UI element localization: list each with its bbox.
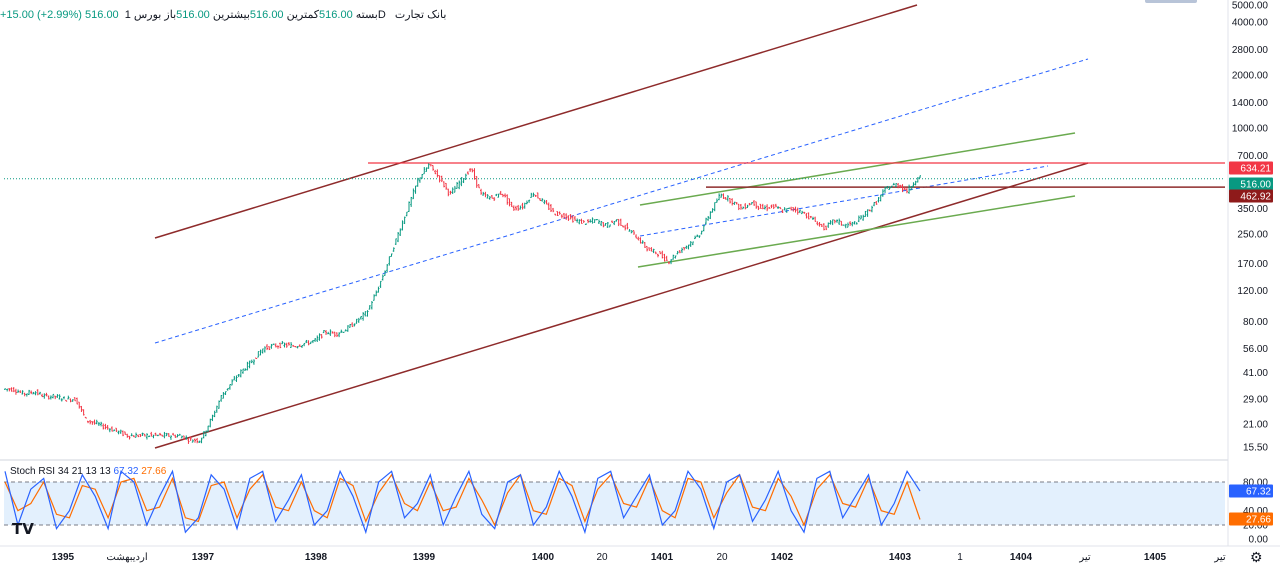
price-tick-label: 15.50 — [1243, 443, 1268, 454]
osc-value-tag — [1229, 512, 1273, 526]
price-tick-label: 5000.00 — [1232, 1, 1269, 12]
price-tick-label: 700.00 — [1237, 151, 1268, 162]
gear-icon[interactable]: ⚙ — [1250, 549, 1263, 565]
price-tick-label: 56.00 — [1243, 344, 1268, 355]
oscillator-name[interactable]: Stoch RSI — [10, 466, 56, 477]
time-tick-label: اردیبهشت — [106, 552, 147, 563]
oscillator-param: 13 — [85, 466, 97, 477]
price-label-tag — [1229, 189, 1273, 203]
time-tick-label: 1402 — [771, 552, 794, 563]
price-tick-label: 350.00 — [1237, 204, 1268, 215]
oscillator-legend: Stoch RSI 34 21 13 13 67.32 27.66 — [10, 466, 166, 477]
tradingview-logo-icon[interactable]: 𝗧𝗩 — [12, 521, 34, 538]
osc-tick-label: 40.00 — [1243, 506, 1268, 517]
stoch-k-line — [4, 469, 921, 535]
time-tick-label: 1405 — [1144, 552, 1167, 563]
price-tick-label: 21.00 — [1243, 419, 1268, 430]
high-value: 516.00 — [249, 9, 284, 21]
d-value: 27.66 — [141, 466, 167, 477]
time-tick-label: 1400 — [532, 552, 555, 563]
stoch-d-line — [4, 473, 921, 527]
interval-label[interactable]: 1D — [124, 9, 386, 21]
oscillator-param: 21 — [71, 466, 83, 477]
price-tick-label: 2800.00 — [1232, 45, 1269, 56]
osc-value-text: 27.66 — [1246, 515, 1271, 526]
open-value: 516.00 — [176, 9, 210, 21]
close-label: بسته — [355, 9, 378, 21]
osc-tick-label: 20.00 — [1243, 521, 1268, 532]
time-tick-label: 1404 — [1010, 552, 1033, 563]
price-tick-label: 4000.00 — [1232, 18, 1269, 29]
osc-value-text: 67.32 — [1246, 487, 1271, 498]
time-tick-label: 1 — [957, 552, 963, 563]
time-tick-label: 20 — [716, 552, 728, 563]
price-tick-label: 1000.00 — [1232, 124, 1269, 135]
price-tick-label: 2000.00 — [1232, 71, 1269, 82]
green-channel-lower — [637, 195, 1076, 268]
time-tick-label: 1395 — [52, 552, 75, 563]
price-tick-label: 29.00 — [1243, 395, 1268, 406]
price-label-tag — [1229, 177, 1273, 191]
inner-dashed-line — [639, 165, 1049, 237]
time-tick-label: 20 — [596, 552, 608, 563]
legend-header: +15.00 (+2.99%) 516.00 بسته 516.00کمترین … — [0, 8, 446, 21]
exchange-label: بورس — [133, 9, 162, 21]
low-value: 516.00 — [319, 9, 353, 21]
price-label-tag — [1229, 161, 1273, 175]
price-label-text: 462.92 — [1240, 192, 1271, 203]
close-value: 516.00 — [85, 9, 119, 21]
top-toolbar-button[interactable] — [1145, 0, 1197, 3]
price-tick-label: 120.00 — [1237, 286, 1268, 297]
time-tick-label: 1401 — [651, 552, 674, 563]
open-label: باز — [164, 9, 177, 21]
osc-tick-label: 80.00 — [1243, 478, 1268, 489]
time-tick-label: 1403 — [889, 552, 912, 563]
price-tick-label: 250.00 — [1237, 230, 1268, 241]
price-tick-label: 1400.00 — [1232, 98, 1269, 109]
symbol-name[interactable]: بانک تجارت — [394, 9, 447, 21]
price-tick-label: 41.00 — [1243, 368, 1268, 379]
change-value: +15.00 (+2.99%) — [0, 9, 82, 21]
price-tick-label: 80.00 — [1243, 317, 1268, 328]
time-tick-label: 1398 — [305, 552, 328, 563]
green-channel-upper — [639, 132, 1076, 206]
time-tick-label: 1397 — [192, 552, 215, 563]
low-label: کمترین — [286, 9, 320, 21]
oscillator-param: 13 — [99, 466, 111, 477]
osc-value-tag — [1229, 484, 1273, 498]
price-label-text: 634.21 — [1240, 164, 1271, 175]
price-tick-label: 170.00 — [1237, 259, 1268, 270]
k-value: 67.32 — [113, 466, 139, 477]
high-label: بیشترین — [212, 9, 250, 21]
time-tick-label: 1399 — [413, 552, 436, 563]
oscillator-param: 34 — [57, 466, 69, 477]
time-tick-label: تیر — [1213, 552, 1226, 563]
channel-upper-line — [154, 4, 918, 239]
osc-tick-label: 0.00 — [1249, 535, 1269, 546]
channel-lower-line — [154, 162, 1089, 449]
channel-midline-dashed — [154, 58, 1089, 344]
time-tick-label: تیر — [1078, 552, 1091, 563]
price-label-text: 516.00 — [1240, 180, 1271, 191]
